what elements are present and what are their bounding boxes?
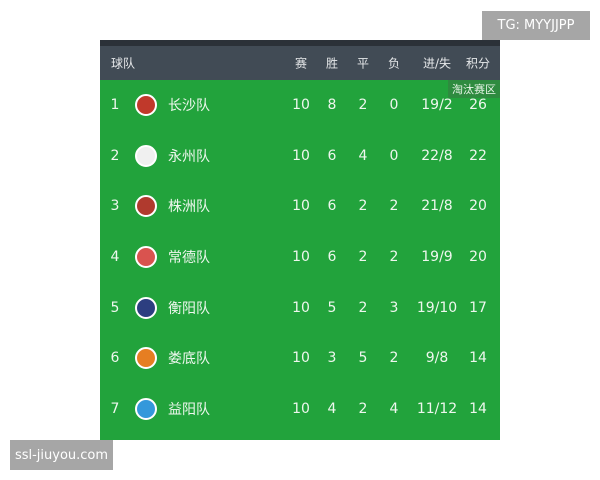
cell-win: 5 xyxy=(327,299,337,316)
cell-played: 10 xyxy=(292,299,310,316)
team-name: 娄底队 xyxy=(168,351,210,368)
cell-loss: 2 xyxy=(389,350,399,367)
header-played: 赛 xyxy=(294,56,308,71)
header-team: 球队 xyxy=(111,56,136,71)
watermark-top: TG: MYYJJPP xyxy=(482,11,590,40)
table-row[interactable]: 株洲队 3 10 6 2 2 21/8 20 xyxy=(100,181,500,232)
cell-win: 6 xyxy=(327,249,337,266)
cell-played: 10 xyxy=(292,249,310,266)
team-logo-icon xyxy=(135,94,157,117)
team-logo-icon xyxy=(135,296,157,319)
cell-rank: 2 xyxy=(110,147,120,164)
cell-played: 10 xyxy=(292,198,310,215)
table-row[interactable]: 益阳队 7 10 4 2 4 11/12 14 xyxy=(100,384,500,435)
cell-loss: 4 xyxy=(389,400,399,417)
standings-table: 球队 赛 胜 平 负 进/失 积分 淘汰赛区 长沙队 1 10 8 2 0 19/2 26 永州队… xyxy=(100,40,500,440)
cell-points: 22 xyxy=(469,147,487,164)
cell-draw: 2 xyxy=(358,249,368,266)
team-name: 益阳队 xyxy=(168,401,210,418)
cell-goals: 19/2 xyxy=(421,97,453,114)
cell-points: 20 xyxy=(469,198,487,215)
cell-draw: 4 xyxy=(358,147,368,164)
team-name: 常德队 xyxy=(168,250,210,267)
cell-win: 8 xyxy=(327,97,337,114)
cell-goals: 19/10 xyxy=(416,299,458,316)
header-draw: 平 xyxy=(356,56,370,71)
cell-rank: 7 xyxy=(110,400,120,417)
team-name: 长沙队 xyxy=(168,98,210,115)
cell-win: 6 xyxy=(327,147,337,164)
header-points: 积分 xyxy=(465,56,491,71)
team-logo-icon xyxy=(135,347,157,370)
cell-loss: 3 xyxy=(389,299,399,316)
team-logo-icon xyxy=(135,144,157,167)
cell-points: 26 xyxy=(469,97,487,114)
cell-points: 14 xyxy=(469,400,487,417)
cell-draw: 2 xyxy=(358,400,368,417)
zone-badge: 淘汰赛区 xyxy=(448,80,500,98)
cell-win: 4 xyxy=(327,400,337,417)
cell-draw: 2 xyxy=(358,299,368,316)
cell-draw: 2 xyxy=(358,198,368,215)
team-logo-icon xyxy=(135,195,157,218)
table-header: 球队 赛 胜 平 负 进/失 积分 xyxy=(100,40,500,80)
header-goals: 进/失 xyxy=(422,56,452,71)
cell-draw: 2 xyxy=(358,97,368,114)
cell-points: 14 xyxy=(469,350,487,367)
cell-goals: 19/9 xyxy=(421,249,453,266)
table-row[interactable]: 衡阳队 5 10 5 2 3 19/10 17 xyxy=(100,282,500,333)
team-name: 永州队 xyxy=(168,148,210,165)
team-name: 株洲队 xyxy=(168,199,210,216)
cell-played: 10 xyxy=(292,97,310,114)
cell-goals: 21/8 xyxy=(421,198,453,215)
header-win: 胜 xyxy=(325,56,339,71)
cell-goals: 9/8 xyxy=(425,350,449,367)
cell-win: 6 xyxy=(327,198,337,215)
cell-rank: 4 xyxy=(110,249,120,266)
cell-rank: 3 xyxy=(110,198,120,215)
cell-win: 3 xyxy=(327,350,337,367)
team-logo-icon xyxy=(135,397,157,420)
header-loss: 负 xyxy=(387,56,401,71)
table-row[interactable]: 永州队 2 10 6 4 0 22/8 22 xyxy=(100,131,500,182)
cell-rank: 5 xyxy=(110,299,120,316)
cell-goals: 22/8 xyxy=(421,147,453,164)
cell-loss: 0 xyxy=(389,97,399,114)
cell-played: 10 xyxy=(292,400,310,417)
cell-draw: 5 xyxy=(358,350,368,367)
watermark-bottom: ssl-jiuyou.com xyxy=(10,440,113,470)
table-row[interactable]: 娄底队 6 10 3 5 2 9/8 14 xyxy=(100,333,500,384)
cell-loss: 0 xyxy=(389,147,399,164)
cell-loss: 2 xyxy=(389,249,399,266)
team-logo-icon xyxy=(135,246,157,269)
cell-goals: 11/12 xyxy=(416,400,458,417)
table-row[interactable]: 淘汰赛区长沙队 1 10 8 2 0 19/2 26 xyxy=(100,80,500,131)
team-name: 衡阳队 xyxy=(168,300,210,317)
cell-loss: 2 xyxy=(389,198,399,215)
cell-points: 17 xyxy=(469,299,487,316)
table-row[interactable]: 常德队 4 10 6 2 2 19/9 20 xyxy=(100,232,500,283)
cell-points: 20 xyxy=(469,249,487,266)
cell-played: 10 xyxy=(292,147,310,164)
cell-played: 10 xyxy=(292,350,310,367)
cell-rank: 6 xyxy=(110,350,120,367)
cell-rank: 1 xyxy=(110,97,120,114)
